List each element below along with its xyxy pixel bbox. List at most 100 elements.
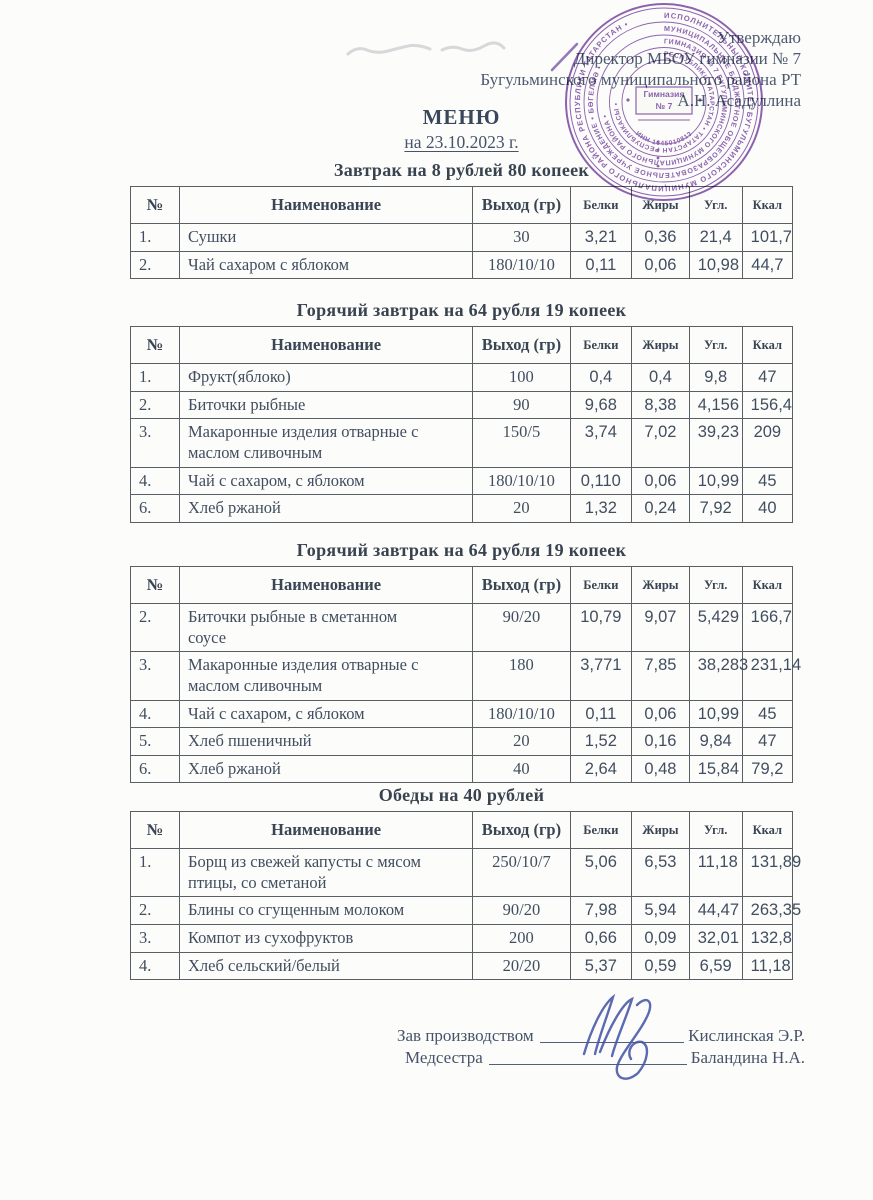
row-number: 1. (130, 847, 180, 898)
table-row: 3. Компот из сухофруктов 200 0,66 0,09 32,01 1… (130, 923, 794, 953)
portion-size: 150/5 (472, 418, 571, 468)
kcal-value: 79,2 (741, 754, 794, 784)
kcal-value: 47 (741, 727, 794, 756)
signature-line (539, 1042, 685, 1043)
kcal-value: 209 (741, 418, 794, 468)
role-label: Зав производством (397, 1026, 534, 1045)
signer-name: Баландина Н.А. (690, 1048, 805, 1067)
row-number: 4. (130, 466, 180, 496)
fat-value: 0,59 (631, 951, 690, 981)
portion-size: 20 (472, 494, 571, 523)
dish-name: Фрукт(яблоко) (178, 363, 474, 392)
row-number: 2. (130, 602, 180, 653)
menu-date: на 23.10.2023 г. (404, 132, 519, 152)
row-number: 3. (130, 418, 180, 468)
row-number: 3. (130, 651, 180, 701)
portion-size: 90 (472, 390, 571, 420)
protein-value: 7,98 (569, 896, 633, 925)
menu-table: № Наименование Выход (гр) Белки Жиры Угл. Ккал… (130, 186, 794, 280)
section-hot-breakfast-1: Горячий завтрак на 64 рубля 19 копеек № Н… (130, 300, 794, 523)
row-number: 4. (130, 951, 180, 981)
section-hot-breakfast-2: Горячий завтрак на 64 рубля 19 копеек № Н… (130, 540, 801, 784)
portion-size: 180/10/10 (472, 250, 571, 280)
table-header-row: № Наименование Выход (гр) Белки Жиры Угл. Ккал (130, 186, 794, 224)
role-label: Медсестра (405, 1048, 483, 1067)
stamp-circle (583, 21, 745, 183)
school-stamp: ИСПОЛНИТЕЛЬНЫЙ КОМИТЕТ БУГУЛЬМИНСКОГО МУ… (565, 3, 763, 201)
row-number: 6. (130, 754, 180, 784)
portion-size: 40 (472, 754, 571, 784)
fat-value: 6,53 (631, 847, 690, 898)
table-row: 2. Блины со сгущенным молоком 90/20 7,98 5,9… (130, 896, 801, 925)
row-number: 6. (130, 494, 180, 523)
row-number: 3. (130, 923, 180, 953)
protein-value: 3,771 (569, 651, 633, 701)
stamp-circle (569, 7, 759, 197)
column-header: Белки (569, 566, 633, 604)
portion-size: 180/10/10 (472, 699, 571, 729)
column-header: Наименование (178, 811, 474, 849)
kcal-value: 263,35 (741, 896, 801, 925)
protein-value: 0,11 (569, 250, 633, 280)
column-header: № (130, 326, 180, 364)
row-number: 2. (130, 390, 180, 420)
portion-size: 20 (472, 727, 571, 756)
carbs-value: 6,59 (688, 951, 743, 981)
column-header: № (130, 811, 180, 849)
dish-name: Блины со сгущенным молоком (178, 896, 474, 925)
fat-value: 0,06 (631, 699, 690, 729)
row-number: 4. (130, 699, 180, 729)
kcal-value: 45 (741, 699, 794, 729)
protein-value: 1,52 (569, 727, 633, 756)
signature-line (488, 1064, 687, 1065)
dish-name: Чай сахаром с яблоком (178, 250, 474, 280)
protein-value: 3,21 (569, 223, 633, 252)
carbs-value: 5,429 (688, 602, 743, 653)
fat-value: 7,02 (631, 418, 690, 468)
fat-value: 0,4 (631, 363, 690, 392)
fat-value: 0,24 (631, 494, 690, 523)
dish-name: Макаронные изделия отварные с маслом сли… (178, 418, 474, 468)
column-header: Жиры (631, 811, 690, 849)
column-header: Ккал (741, 186, 794, 224)
protein-value: 5,37 (569, 951, 633, 981)
portion-size: 180 (472, 651, 571, 701)
table-title: Обеды на 40 рублей (378, 785, 545, 805)
table-row: 1. Фрукт(яблоко) 100 0,4 0,4 9,8 47 (130, 363, 794, 392)
column-header: Выход (гр) (472, 326, 571, 364)
dish-name: Сушки (178, 223, 474, 252)
stamp-circle (596, 34, 732, 170)
carbs-value: 39,23 (688, 418, 743, 468)
protein-value: 0,66 (569, 923, 633, 953)
column-header: Выход (гр) (472, 811, 571, 849)
row-number: 5. (130, 727, 180, 756)
kcal-value: 166,7 (741, 602, 794, 653)
column-header: Наименование (178, 566, 474, 604)
protein-value: 3,74 (569, 418, 633, 468)
fat-value: 8,38 (631, 390, 690, 420)
dish-name: Хлеб пшеничный (178, 727, 474, 756)
kcal-value: 231,14 (741, 651, 801, 701)
protein-value: 9,68 (569, 390, 633, 420)
fat-value: 0,36 (631, 223, 690, 252)
table-row: 2. Биточки рыбные 90 9,68 8,38 4,156 156,4 (130, 390, 794, 420)
dish-name: Компот из сухофруктов (178, 923, 474, 953)
page-title: МЕНЮ (422, 105, 501, 129)
fat-value: 0,06 (631, 466, 690, 496)
protein-value: 0,110 (569, 466, 633, 496)
stamp-center-text: № 7 (656, 101, 673, 111)
portion-size: 90/20 (472, 602, 571, 653)
stamp-circle (609, 47, 719, 157)
fat-value: 9,07 (631, 602, 690, 653)
menu-table: № Наименование Выход (гр) Белки Жиры Угл. Ккал… (130, 811, 801, 981)
signature-row: Зав производством Кислинская Э.Р. (397, 1025, 805, 1046)
column-header: Выход (гр) (472, 186, 571, 224)
fat-value: 7,85 (631, 651, 690, 701)
carbs-value: 32,01 (688, 923, 743, 953)
section-breakfast: Завтрак на 8 рублей 80 копеек № Наименова… (130, 160, 794, 280)
carbs-value: 38,283 (688, 651, 748, 701)
carbs-value: 15,84 (688, 754, 743, 784)
column-header: № (130, 566, 180, 604)
